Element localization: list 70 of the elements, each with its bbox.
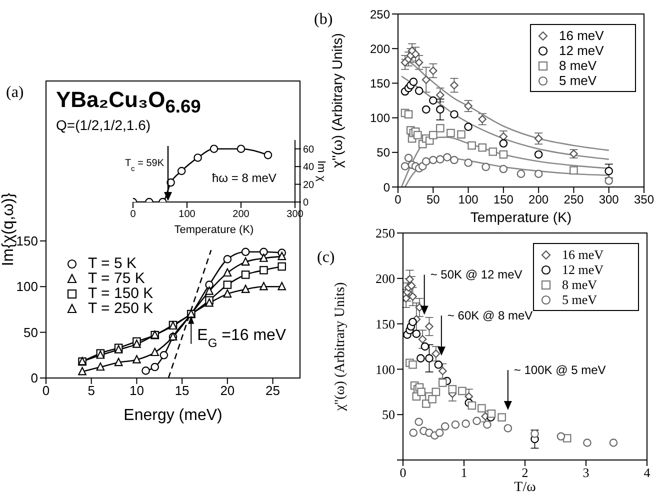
x-tick-label: 15 [174,383,190,398]
x-tick-label: 3 [582,465,590,480]
chart-title: YBa₂Cu₃O$_{6.69}$ [56,87,201,118]
annotation: T$_{c}$ = 59K [124,158,164,172]
legend-label: 12 meV [559,43,604,58]
y-tick-label: 200 [370,42,390,56]
y-tick-label: 100 [370,111,390,126]
y-tick-label: 50 [382,407,395,422]
y-axis-title: χ''(ω) (Arbitrary Units) [328,33,345,168]
x-axis-title: Energy (meV) [124,407,222,424]
legend-label: 16 meV [562,246,604,262]
annotation: ħω = 8 meV [212,171,276,185]
x-tick-label: 0 [130,209,136,220]
annotation: ~ 50K @ 12 meV [430,268,522,282]
legend-label: T = 150 K [88,285,154,302]
x-tick-label: 100 [178,209,196,220]
legend-label: 5 meV [562,292,598,308]
legend-label: 8 meV [559,58,597,73]
x-tick-label: 4 [644,465,651,480]
y-axis-title: Im{χ(q,ω)} [0,192,18,266]
y-axis-title: χ''(ω) (Arbitrary Units) [333,282,348,412]
legend-label: 8 meV [562,276,598,292]
y-tick-label: 100 [16,279,38,294]
y-tick-label: 50 [376,146,390,160]
y-tick-label: 150 [16,234,38,249]
legend-label: 5 meV [559,73,597,88]
text: (b) [314,11,333,28]
annotation: ~ 100K @ 5 meV [514,363,606,378]
y-tick-label: 150 [376,316,395,332]
x-tick-label: 0 [42,383,50,398]
y-tick-label: 50 [24,324,38,340]
y-tick-label: 150 [370,76,390,90]
x-tick-label: 20 [220,383,235,398]
annotation: E$_{G}$=16 meV [197,326,286,350]
y-tick-label: 250 [370,7,390,22]
x-tick-label: 0 [400,465,406,480]
y-tick-label: 250 [376,226,395,241]
text: (c) [317,249,335,266]
x-tick-label: 10 [129,383,144,398]
legend-label: T = 250 K [88,300,154,318]
y-tick-label: 200 [376,271,395,286]
x-tick-label: 150 [493,192,514,207]
x-tick-label: 1 [460,465,468,480]
y2-tick-label: 40 [303,162,315,174]
x-tick-label: 200 [232,209,250,220]
legend-label: T = 5 K [88,255,137,272]
x-tick-label: 100 [458,192,479,207]
text: Q=(1/2,1/2,1.6) [56,117,151,133]
y-tick-label: 100 [376,362,395,377]
x-tick-label: 50 [426,192,440,207]
legend-label: 16 meV [559,28,604,43]
x-tick-label: 5 [88,383,95,398]
legend-label: T = 75 K [88,270,145,288]
y2-tick-label: 20 [303,180,315,191]
annotation: ~ 60K @ 8 meV [447,308,533,323]
x-tick-label: 200 [528,192,549,207]
y-tick-label: 0 [383,180,390,194]
legend-label: 12 meV [562,262,604,278]
x-tick-label: 25 [266,383,280,398]
x-tick-label: 300 [598,192,620,207]
x-tick-label: 250 [564,192,584,207]
y-tick-label: 0 [30,370,38,386]
y2-axis-title: Im χ [315,160,328,182]
x-axis-title: Temperature (K) [174,224,254,236]
y2-tick-label: 60 [303,144,315,156]
x-axis-title: T/ω [514,480,536,495]
x-tick-label: 2 [522,465,528,480]
x-axis-title: Temperature (K) [470,209,572,225]
x-tick-label: 350 [634,192,654,207]
text: (a) [6,84,24,101]
